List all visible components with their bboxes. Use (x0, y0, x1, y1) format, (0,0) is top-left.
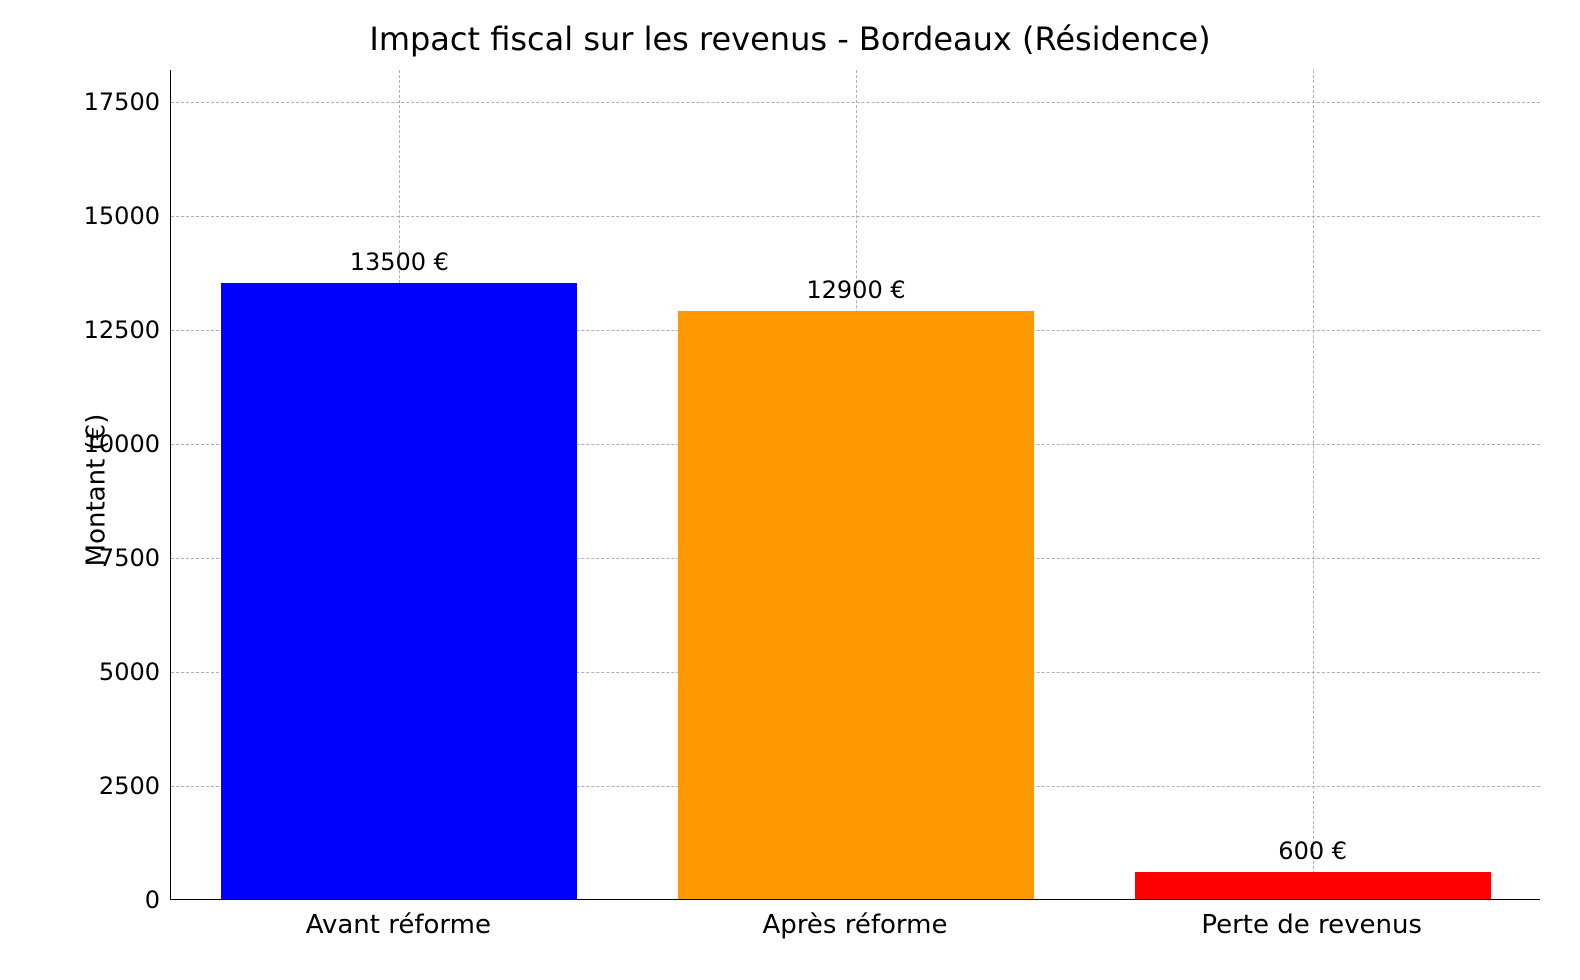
ytick-label: 17500 (20, 88, 160, 116)
xtick-label: Avant réforme (306, 910, 491, 940)
bar (1135, 872, 1491, 899)
xtick-label: Perte de revenus (1201, 910, 1422, 940)
ytick-label: 10000 (20, 430, 160, 458)
bar-value-label: 600 € (1278, 837, 1347, 873)
chart-title: Impact fiscal sur les revenus - Bordeaux… (0, 20, 1580, 58)
ytick-label: 2500 (20, 772, 160, 800)
ytick-label: 15000 (20, 202, 160, 230)
ytick-label: 5000 (20, 658, 160, 686)
bar (678, 311, 1034, 899)
plot-area: @infosimmo.com 13500 €12900 €600 € (170, 70, 1540, 900)
ytick-label: 12500 (20, 316, 160, 344)
vertical-gridline (1313, 70, 1314, 899)
ytick-label: 0 (20, 886, 160, 914)
bar-value-label: 12900 € (806, 276, 905, 312)
bar-value-label: 13500 € (350, 248, 449, 284)
chart-container: Impact fiscal sur les revenus - Bordeaux… (0, 0, 1580, 980)
ytick-label: 7500 (20, 544, 160, 572)
bar (221, 283, 577, 899)
xtick-label: Après réforme (763, 910, 948, 940)
